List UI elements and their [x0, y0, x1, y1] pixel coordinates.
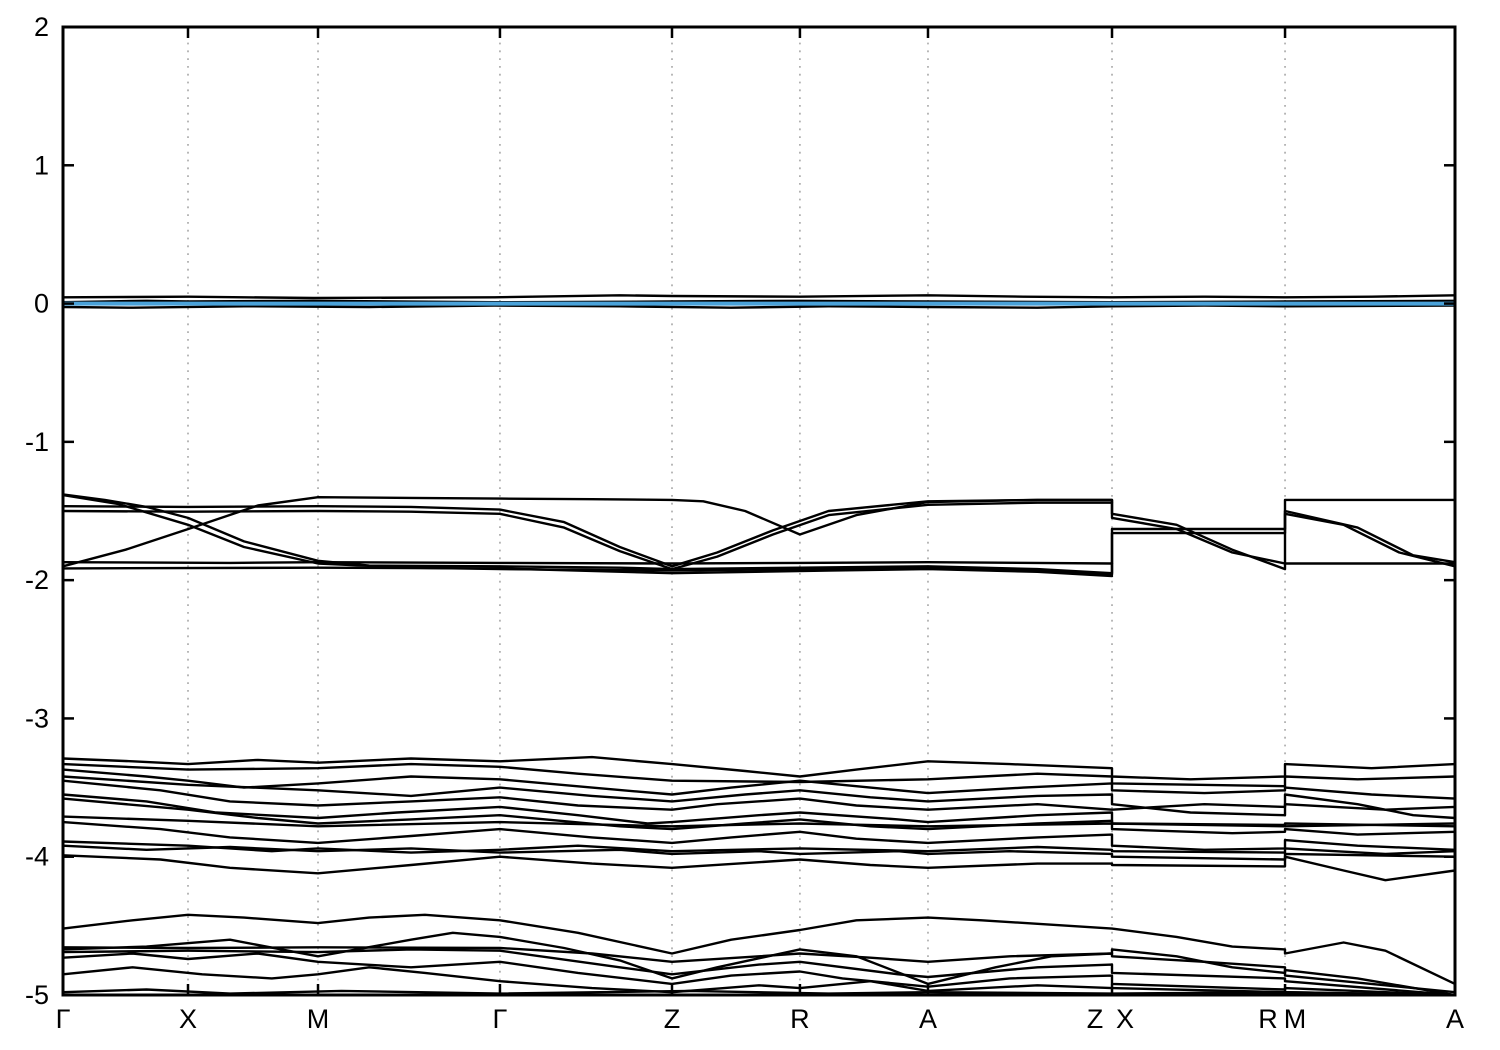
- band-g1-3: [61, 493, 1457, 576]
- band-d-8: [61, 815, 1457, 828]
- band-g1-7: [61, 566, 1114, 578]
- band-d-4: [61, 775, 1457, 820]
- band-nf-1: [61, 294, 1457, 300]
- y-axis-tick-label: -5: [25, 980, 49, 1010]
- band-e-7: [61, 988, 1457, 997]
- band-d-1: [61, 755, 1457, 781]
- x-axis-kpoint-label: Z: [1087, 1004, 1104, 1034]
- x-axis-kpoint-label: M: [307, 1004, 330, 1034]
- band-d-12: [61, 854, 1457, 882]
- x-axis-kpoint-label: A: [1446, 1004, 1464, 1034]
- band-d-9: [61, 820, 1457, 851]
- band-d-2: [61, 762, 1457, 788]
- band-g1-1: [61, 496, 1457, 571]
- y-axis-tick-label: 1: [34, 150, 49, 180]
- band-d-11: [61, 844, 1457, 861]
- x-axis-kpoint-label: X: [1116, 1004, 1134, 1034]
- band-g1-4: [61, 498, 1457, 568]
- x-axis-kpoint-label: A: [919, 1004, 937, 1034]
- y-axis-tick-label: -2: [25, 565, 49, 595]
- band-d-3: [61, 768, 1457, 800]
- x-axis-kpoint-label: Z: [664, 1004, 681, 1034]
- band-d-5: [61, 779, 1457, 811]
- plot-border: [61, 25, 1457, 997]
- y-axis-tick-label: -3: [25, 703, 49, 733]
- x-axis-kpoint-label: Γ: [493, 1004, 508, 1034]
- band-e-2: [61, 931, 1457, 997]
- band-e-3: [61, 946, 1457, 994]
- y-axis-tick-label: 2: [34, 12, 49, 42]
- band-e-5: [61, 952, 1457, 997]
- x-axis-kpoint-label: R: [1258, 1004, 1278, 1034]
- band-g1-6: [61, 561, 1114, 565]
- x-axis-kpoint-label: X: [179, 1004, 197, 1034]
- band-g1-5: [61, 501, 1114, 571]
- y-axis-tick-label: -4: [25, 842, 49, 872]
- x-axis-kpoint-label: M: [1284, 1004, 1307, 1034]
- x-axis-kpoint-label: Γ: [56, 1004, 71, 1034]
- band-g1-2: [61, 493, 1457, 575]
- band-e-6: [61, 966, 1457, 997]
- x-axis-kpoint-label: R: [790, 1004, 810, 1034]
- y-axis-tick-label: 0: [34, 289, 49, 319]
- band-e-4: [61, 948, 1457, 997]
- band-d-7: [61, 797, 1457, 836]
- y-axis-tick-label: -1: [25, 427, 49, 457]
- band-nf-3: [61, 304, 1457, 309]
- band-e-1: [61, 913, 1457, 986]
